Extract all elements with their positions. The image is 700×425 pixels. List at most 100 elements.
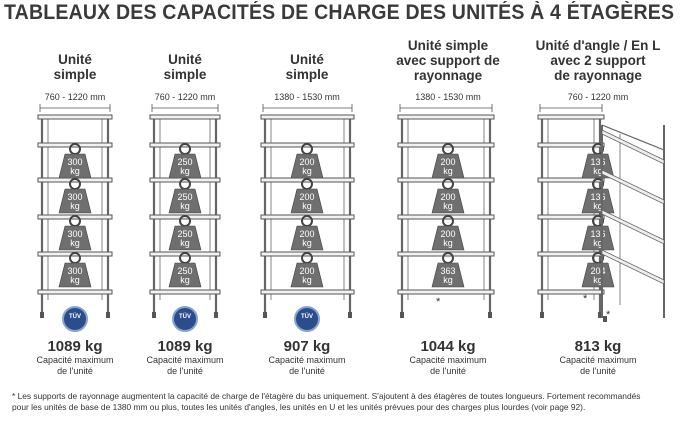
capacity-caption: Capacité maximum de l'unité <box>36 355 114 376</box>
shelf-foot <box>598 312 602 318</box>
weight-unit: kg <box>593 275 603 285</box>
shelf-top <box>149 114 221 120</box>
shelf <box>537 142 605 148</box>
weight-unit: kg <box>302 238 312 248</box>
weight-value: 136 <box>590 157 605 167</box>
corner-extension <box>601 124 665 322</box>
weight-value: 200 <box>299 192 314 202</box>
shelf <box>149 289 221 295</box>
weight-unit: kg <box>70 201 80 211</box>
asterisk-marker: * <box>606 309 611 321</box>
weight-unit: kg <box>180 275 190 285</box>
weight-unit: kg <box>180 166 190 176</box>
capacity-total: 1089 kg <box>47 338 103 355</box>
weight-unit: kg <box>443 275 453 285</box>
unit-label-4: Unité simple avec support de rayonnage <box>383 38 513 83</box>
weight-value: 300 <box>67 229 82 239</box>
unit-label-line: avec support de <box>396 53 500 68</box>
shelf-foot <box>488 312 492 318</box>
weight-value: 200 <box>440 157 455 167</box>
weight-value: 200 <box>299 229 314 239</box>
weight-value: 136 <box>590 229 605 239</box>
dimension-label: 760 - 1220 mm <box>44 92 106 102</box>
weight-unit: kg <box>302 166 312 176</box>
tuv-certification-icon: TÜV <box>172 306 198 332</box>
weight-value: 363 <box>440 266 455 276</box>
dimension-label: 1380 - 1530 mm <box>415 92 481 102</box>
shelf-top <box>537 114 605 120</box>
page-title: TABLEAUX DES CAPACITÉS DE CHARGE DES UNI… <box>4 1 675 24</box>
weight-value: 200 <box>440 192 455 202</box>
weight-unit: kg <box>443 238 453 248</box>
weight-value: 200 <box>299 157 314 167</box>
capacity-caption: Capacité maximum de l'unité <box>268 355 346 376</box>
unit-label-3: Unité simple <box>247 52 367 82</box>
shelf-foot <box>263 312 267 318</box>
weight-unit: kg <box>70 166 80 176</box>
shelf <box>537 289 605 295</box>
unit-label-line: simple <box>53 67 97 82</box>
weight-value: 250 <box>177 229 192 239</box>
unit-label-line: avec 2 support <box>550 53 646 68</box>
shelf <box>537 214 605 220</box>
asterisk-marker: * <box>436 296 441 308</box>
unit-label-1: Unité simple <box>20 52 130 82</box>
unit-label-line: rayonnage <box>413 68 483 83</box>
weight-unit: kg <box>70 238 80 248</box>
weight-value: 300 <box>67 266 82 276</box>
weight-value: 300 <box>67 192 82 202</box>
unit-label-line: Unité simple <box>407 38 489 53</box>
capacity-total: 813 kg <box>574 338 622 355</box>
capacity-total: 1089 kg <box>157 338 213 355</box>
weight-unit: kg <box>70 275 80 285</box>
weight-unit: kg <box>180 238 190 248</box>
footnote-line-1: * Les supports de rayonnage augmentent l… <box>12 391 641 401</box>
unit-label-line: de rayonnage <box>554 68 642 83</box>
weight-value: 136 <box>590 192 605 202</box>
capacity-caption: Capacité maximum de l'unité <box>146 355 224 376</box>
capacity-caption: Capacité maximum de l'unité <box>559 355 637 376</box>
weight-value: 250 <box>177 266 192 276</box>
unit-label-line: Unité <box>290 52 324 67</box>
shelf-foot <box>400 312 404 318</box>
capacity-total: 1044 kg <box>420 338 476 355</box>
shelf-foot <box>540 312 544 318</box>
unit-label-line: Unité <box>168 52 202 67</box>
capacity-caption: Capacité maximum de l'unité <box>409 355 487 376</box>
tuv-certification-icon: TÜV <box>62 306 88 332</box>
shelf-top <box>37 114 113 120</box>
footnote-line-2: pour les unités de base de 1380 mm ou pl… <box>12 402 586 412</box>
weight-unit: kg <box>593 238 603 248</box>
dimension-label: 760 - 1220 mm <box>567 92 629 102</box>
unit-label-line: simple <box>163 67 207 82</box>
weight-unit: kg <box>443 166 453 176</box>
dimension-label: 1380 - 1530 mm <box>274 92 340 102</box>
weight-value: 250 <box>177 157 192 167</box>
weight-value: 200 <box>299 266 314 276</box>
shelf-foot <box>348 312 352 318</box>
weight-value: 200 <box>440 229 455 239</box>
shelf-top <box>397 114 495 120</box>
weight-unit: kg <box>593 166 603 176</box>
shelf-top <box>260 114 355 120</box>
